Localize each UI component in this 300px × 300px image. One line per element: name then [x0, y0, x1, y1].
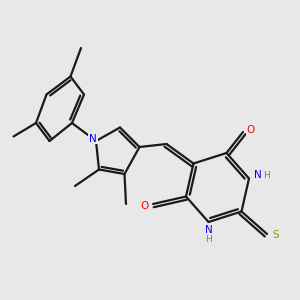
Text: H: H	[205, 235, 212, 244]
Text: S: S	[272, 230, 279, 241]
Text: N: N	[254, 170, 261, 180]
Text: O: O	[246, 124, 255, 135]
Text: O: O	[140, 201, 149, 212]
Text: H: H	[264, 171, 270, 180]
Text: N: N	[205, 225, 212, 236]
Text: N: N	[89, 134, 97, 144]
